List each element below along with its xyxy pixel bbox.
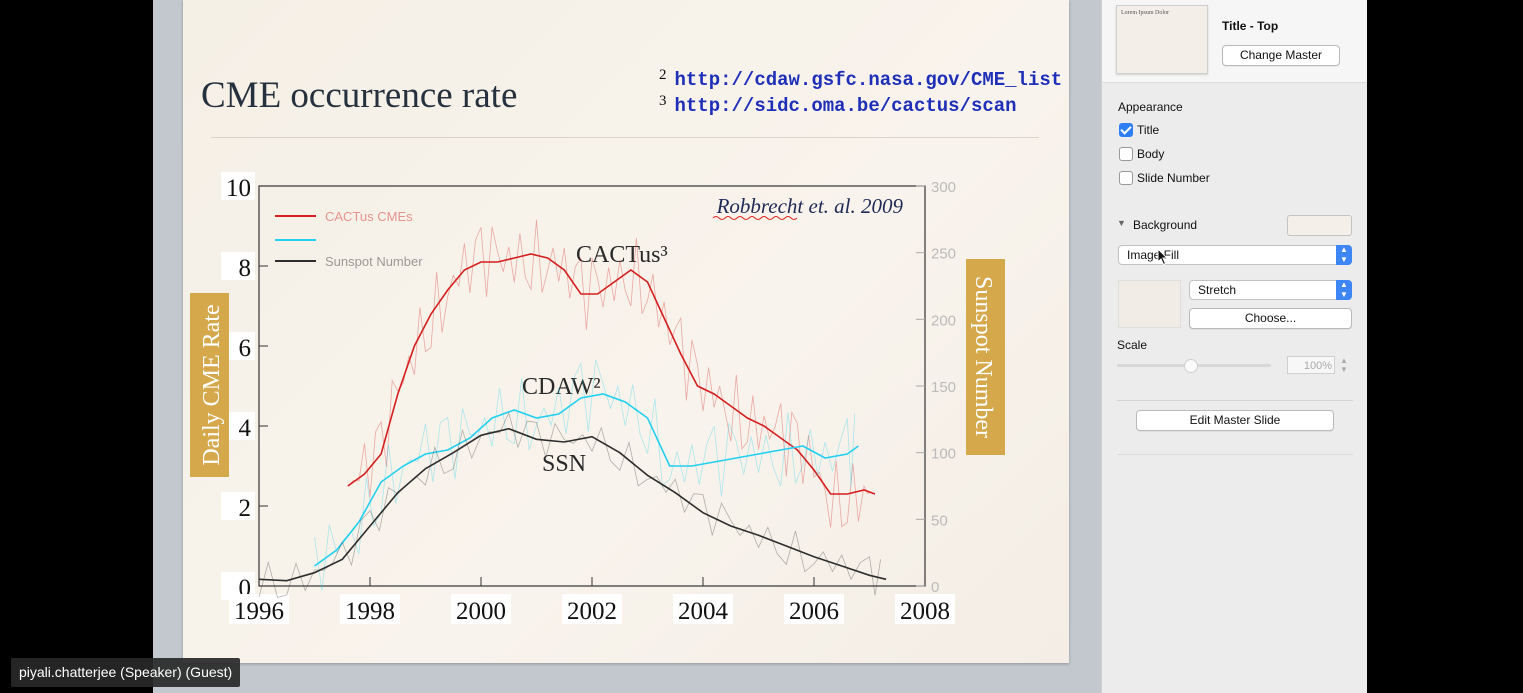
x-tick-label-bg	[895, 594, 955, 624]
change-master-button[interactable]: Change Master	[1222, 45, 1340, 66]
title-divider	[211, 137, 1039, 138]
y-axis-label-box	[190, 293, 229, 477]
series-line	[347, 253, 876, 495]
inspector-panel: Lorem Ipsum Dolor Title - Top Change Mas…	[1101, 0, 1368, 693]
separator	[1117, 400, 1353, 401]
master-section: Lorem Ipsum Dolor Title - Top Change Mas…	[1102, 0, 1368, 83]
y-tick-label: 4	[239, 415, 252, 442]
y-tick-label-bg	[221, 252, 255, 280]
x-tick-label: 1996	[234, 598, 284, 625]
y-axis-label: Daily CME Rate	[199, 304, 225, 465]
series-annotation: SSN	[542, 451, 586, 477]
window-gutter	[1367, 0, 1523, 693]
reference-line: 2 http://cdaw.gsfc.nasa.gov/CME_list	[659, 67, 1062, 91]
series-line	[258, 427, 887, 582]
body-checkbox[interactable]	[1119, 147, 1133, 161]
x-tick-label: 2002	[567, 598, 617, 625]
updown-chevron-icon: ▲ ▼	[1336, 245, 1352, 265]
legend-label: Sunspot Number	[325, 254, 423, 269]
y-tick-label-bg	[221, 492, 255, 520]
separator	[1117, 454, 1353, 455]
choose-button[interactable]: Choose...	[1189, 308, 1352, 329]
y2-tick-label: 50	[931, 512, 948, 529]
checkbox-label: Title	[1137, 123, 1160, 137]
y-tick-label: 10	[226, 175, 251, 202]
disclosure-triangle-icon[interactable]: ▼	[1117, 218, 1126, 228]
background-color-well[interactable]	[1287, 215, 1352, 236]
x-tick-label: 2000	[456, 598, 506, 625]
checkbox-label: Body	[1137, 147, 1165, 161]
y-tick-label: 6	[239, 335, 252, 362]
y2-tick-label: 150	[931, 379, 956, 396]
x-tick-label-bg	[784, 594, 844, 624]
fill-mode-value: Stretch	[1198, 283, 1237, 297]
y2-axis-label-box	[966, 259, 1005, 455]
thumbnail-text: Lorem Ipsum Dolor	[1121, 10, 1169, 16]
spellcheck-underline	[712, 216, 798, 220]
y-tick-label-bg	[221, 172, 255, 200]
y-tick-label: 8	[239, 255, 252, 282]
y2-tick-label: 100	[931, 446, 956, 463]
updown-chevron-icon: ▲ ▼	[1336, 280, 1352, 300]
scale-slider-knob[interactable]	[1184, 359, 1198, 373]
reference-url: http://sidc.oma.be/cactus/scan	[674, 95, 1017, 117]
speaker-name-tag: piyali.chatterjee (Speaker) (Guest)	[11, 658, 241, 687]
citation-label: Robbrecht et. al. 2009	[716, 194, 904, 218]
reference-number: 2	[659, 67, 667, 83]
y2-tick-label: 300	[931, 179, 956, 196]
fill-type-select[interactable]: Image Fill ▲ ▼	[1118, 245, 1352, 265]
scale-field[interactable]: 100%	[1287, 356, 1335, 374]
x-tick-label: 1998	[345, 598, 395, 625]
y2-axis-label: Sunspot Number	[970, 276, 996, 438]
series-raw-line	[258, 411, 881, 598]
fill-mode-select[interactable]: Stretch ▲ ▼	[1189, 280, 1352, 300]
legend-label: CACTus CMEs	[325, 209, 413, 224]
x-tick-label-bg	[451, 594, 511, 624]
master-name: Title - Top	[1222, 19, 1279, 33]
scale-label: Scale	[1117, 338, 1148, 352]
title-checkbox[interactable]	[1119, 123, 1133, 137]
x-tick-label-bg	[340, 594, 400, 624]
y-tick-label: 2	[239, 495, 252, 522]
image-well[interactable]	[1118, 280, 1181, 328]
y2-tick-label: 200	[931, 312, 956, 329]
series-line	[314, 393, 859, 567]
mouse-pointer-icon	[1157, 248, 1169, 266]
master-thumbnail[interactable]: Lorem Ipsum Dolor	[1116, 5, 1208, 74]
edit-master-slide-button[interactable]: Edit Master Slide	[1136, 410, 1334, 431]
reference-line: 3 http://sidc.oma.be/cactus/scan	[659, 93, 1017, 117]
x-tick-label-bg	[673, 594, 733, 624]
y2-tick-label: 250	[931, 246, 956, 263]
x-tick-label-bg	[562, 594, 622, 624]
scale-stepper[interactable]: ▲ ▼	[1340, 356, 1348, 374]
reference-url: http://cdaw.gsfc.nasa.gov/CME_list	[674, 69, 1063, 91]
slide-number-checkbox[interactable]	[1119, 171, 1133, 185]
slide-title[interactable]: CME occurrence rate	[201, 75, 518, 116]
series-annotation: CACTus³	[576, 242, 668, 268]
checkbox-label: Slide Number	[1137, 171, 1210, 185]
y2-tick-label: 0	[931, 579, 939, 596]
x-tick-label: 2008	[900, 598, 950, 625]
appearance-header: Appearance	[1118, 100, 1183, 114]
series-annotation: CDAW²	[522, 374, 601, 400]
x-tick-label-bg	[229, 594, 289, 624]
background-header: Background	[1133, 218, 1198, 232]
fill-type-value: Image Fill	[1127, 248, 1180, 262]
x-tick-label: 2006	[789, 598, 839, 625]
slide[interactable]: CME occurrence rate 2 http://cdaw.gsfc.na…	[183, 0, 1069, 663]
x-tick-label: 2004	[678, 598, 729, 625]
reference-number: 3	[659, 93, 667, 109]
